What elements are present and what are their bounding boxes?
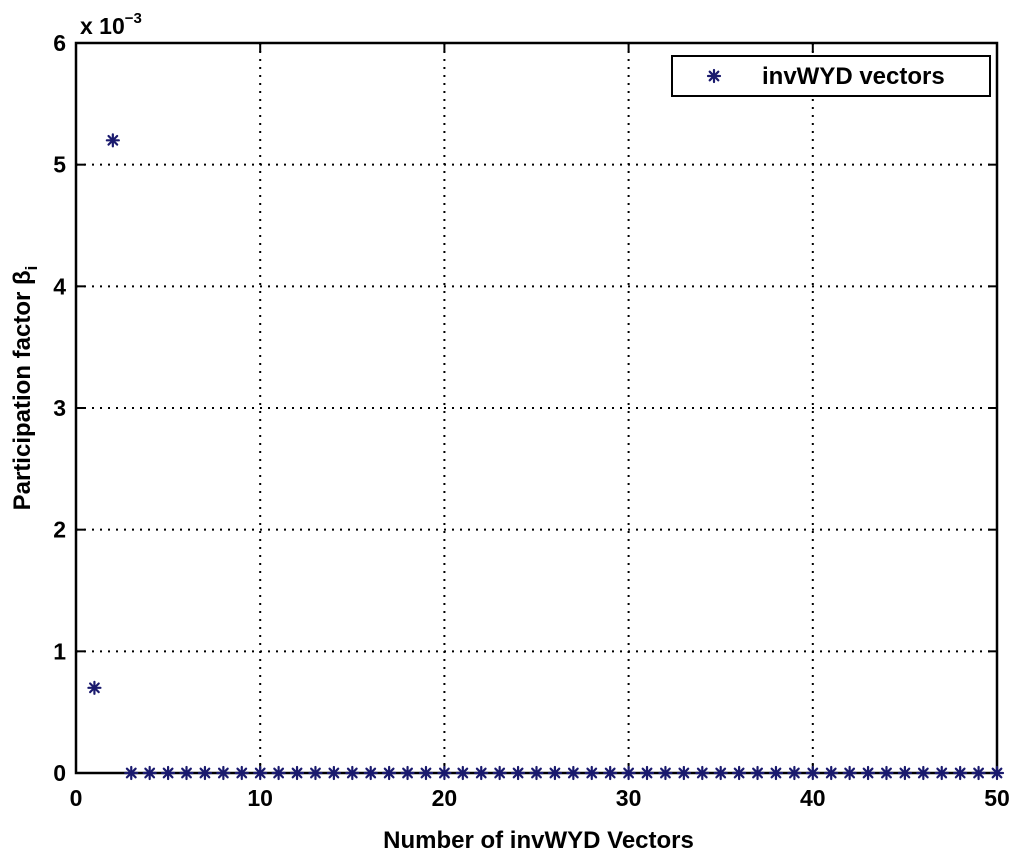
data-markers [87,133,1005,781]
data-point [492,765,507,781]
data-point [455,765,470,781]
x-tick-labels: 0 10 20 30 40 50 [70,785,1010,811]
data-point [289,765,305,781]
y-tick-label: 0 [53,760,66,786]
data-point [566,765,581,781]
y-tick-label: 2 [53,517,66,543]
data-point [713,765,728,781]
data-point [897,765,913,781]
data-point [271,765,286,781]
data-point [474,765,489,781]
x-tick-label: 10 [247,785,273,811]
data-point [805,765,820,781]
data-point [676,765,691,781]
y-axis-label: Participation factor βi [9,266,41,511]
data-point [437,765,452,781]
data-point [418,765,434,781]
data-point [326,765,341,781]
data-point [639,765,655,781]
data-point [105,133,120,148]
data-point [161,765,176,781]
x-tick-label: 0 [70,785,83,811]
x-axis-label: Number of invWYD Vectors [383,827,694,854]
plot-area [74,41,999,775]
y-tick-label: 4 [53,273,66,299]
legend-marker [706,68,722,84]
data-point [695,765,710,781]
y-exponent-base: x 10 [80,13,125,39]
y-exponent-power: −3 [125,10,142,27]
y-tick-labels: 0 1 2 3 4 5 6 [53,30,66,786]
data-point [400,765,415,781]
data-point [547,765,563,781]
legend: invWYD vectors [671,55,991,97]
data-point [971,765,986,781]
legend-box [671,55,991,97]
x-tick-label: 20 [432,785,458,811]
data-point [842,765,857,781]
axis-ticks [75,42,998,774]
y-axis-label-subscript: i [22,266,41,271]
data-point [953,765,968,781]
data-point [934,765,949,781]
x-tick-label: 30 [616,785,642,811]
data-point [529,765,544,781]
data-point [916,765,931,781]
data-point [658,765,673,781]
data-point [87,680,102,695]
x-tick-label: 40 [800,785,826,811]
data-point [345,765,360,781]
grid [76,43,997,773]
data-point [382,765,397,781]
data-point [787,765,802,781]
data-point [142,765,157,781]
legend-label: invWYD vectors [762,63,945,90]
data-point [989,765,1005,781]
legend-marker-icon [706,68,722,84]
y-tick-label: 3 [53,395,66,421]
data-point [768,765,784,781]
data-point [860,765,876,781]
data-point [879,765,894,781]
data-point [732,765,747,781]
data-point [510,765,526,781]
data-point [253,765,268,781]
x-tick-label: 50 [984,785,1010,811]
y-tick-label: 6 [53,30,66,56]
data-point [750,765,765,781]
data-point [621,765,636,781]
data-point [308,765,323,781]
y-axis-label-main: Participation factor β [9,270,36,510]
data-point [824,765,839,781]
data-point [603,765,618,781]
y-tick-label: 5 [53,152,66,178]
data-point [124,765,139,781]
data-point [234,765,249,781]
data-point [363,765,378,781]
y-axis-exponent: x 10−3 [80,10,142,39]
data-point [584,765,599,781]
data-point [216,765,231,781]
y-tick-label: 1 [53,638,66,664]
data-point [197,765,213,781]
data-point [179,765,194,781]
